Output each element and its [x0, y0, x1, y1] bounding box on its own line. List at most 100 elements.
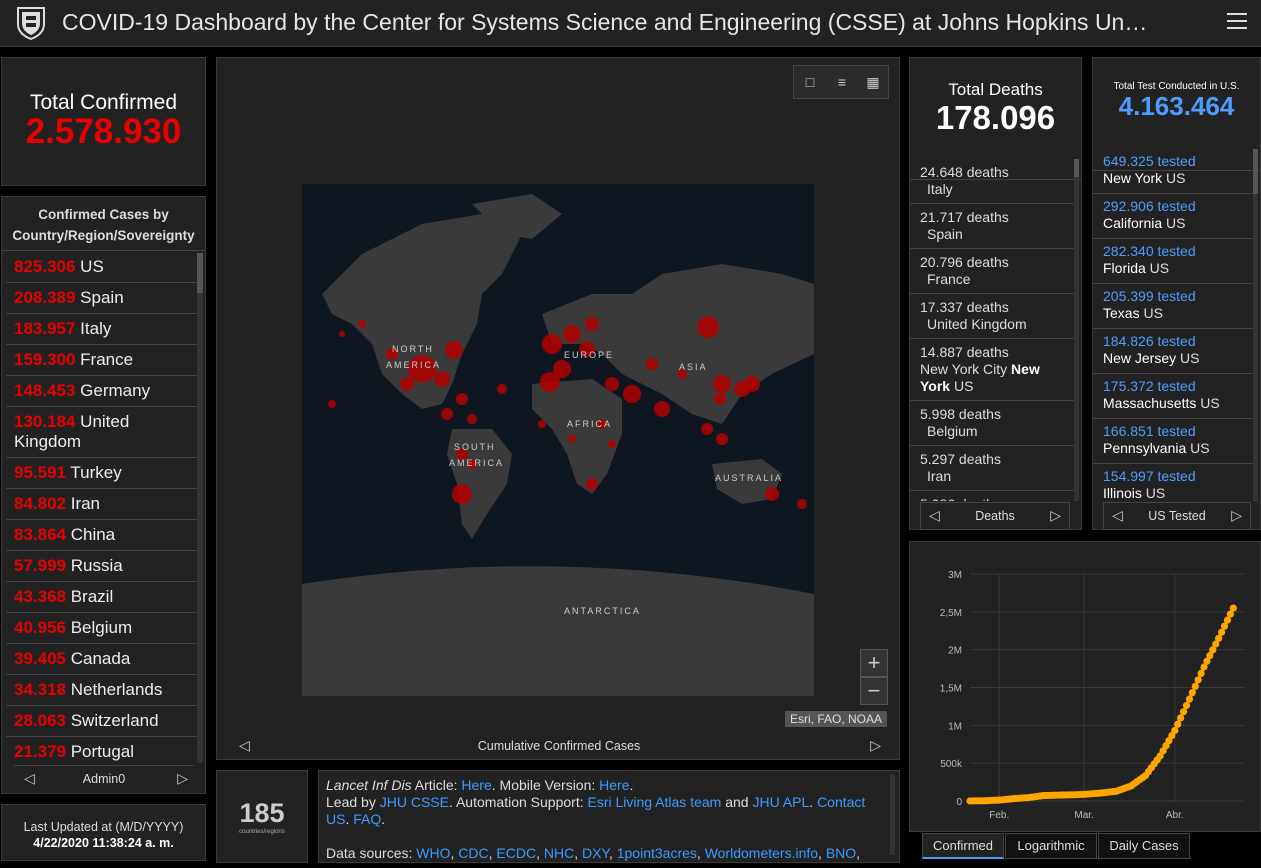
data-source-link[interactable]: Worldometers.info — [704, 845, 819, 861]
faq-link[interactable]: FAQ — [353, 811, 382, 827]
tests-state: Illinois US — [1103, 485, 1166, 501]
tests-list[interactable]: 649.325 tested New York US 292.906 tested C… — [1093, 149, 1253, 501]
chevron-right-icon[interactable]: ▷ — [1050, 507, 1061, 523]
data-source-link[interactable]: DXY — [581, 845, 609, 861]
chevron-right-icon[interactable]: ▷ — [1231, 507, 1242, 523]
tests-row[interactable]: 175.372 tested Massachusetts US — [1093, 374, 1253, 419]
map-label-north-america: AMERICA — [386, 360, 441, 370]
country-list-nav: ◁ Admin0 ▷ — [14, 765, 194, 791]
mobile-version-link[interactable]: Here — [599, 777, 630, 793]
data-source-link[interactable]: ECDC — [496, 845, 537, 861]
country-row[interactable]: 39.405 Canada — [6, 644, 200, 675]
article-link[interactable]: Here — [461, 777, 492, 793]
info-scrollbar[interactable] — [890, 775, 895, 855]
tests-scrollbar[interactable] — [1253, 149, 1258, 501]
country-confirmed-count: 28.063 — [14, 711, 66, 730]
contact-us-link[interactable]: Contact US — [326, 794, 866, 827]
confirmed-data-point — [1182, 701, 1191, 710]
deaths-row[interactable]: 20.796 deaths France — [910, 249, 1074, 294]
chart-tab-daily-cases[interactable]: Daily Cases — [1098, 833, 1190, 859]
tests-row[interactable]: 154.997 tested Illinois US — [1093, 464, 1253, 501]
deaths-row[interactable]: 5.086 deaths — [910, 491, 1074, 501]
tests-row[interactable]: 292.906 tested California US — [1093, 194, 1253, 239]
deaths-row[interactable]: 21.717 deaths Spain — [910, 204, 1074, 249]
confirmed-data-point — [1171, 726, 1179, 735]
deaths-list[interactable]: 24.648 deaths Italy 21.717 deaths Spain 20.7… — [910, 159, 1074, 501]
country-row[interactable]: 148.453 Germany — [6, 376, 200, 407]
country-row[interactable]: 159.300 France — [6, 345, 200, 376]
confirmed-data-point — [1177, 714, 1185, 722]
country-confirmed-count: 208.389 — [14, 288, 76, 307]
map-layer-nav: ◁ Cumulative Confirmed Cases ▷ — [229, 733, 889, 757]
country-name: Turkey — [66, 463, 122, 482]
country-row[interactable]: 95.591 Turkey — [6, 458, 200, 489]
jhu-apl-link[interactable]: JHU APL — [752, 794, 810, 810]
world-map[interactable]: NORTH AMERICA EUROPE ASIA AFRICA SOUTH A… — [302, 184, 814, 696]
country-row[interactable]: 83.864 China — [6, 520, 200, 551]
country-list-scrollbar[interactable] — [197, 253, 203, 763]
data-source-link[interactable]: 1point3acres — [616, 845, 697, 861]
data-source-link[interactable]: CDC — [458, 845, 489, 861]
country-row[interactable]: 43.368 Brazil — [6, 582, 200, 613]
zoom-out-button[interactable]: − — [860, 677, 888, 705]
deaths-nav: ◁ Deaths ▷ — [920, 502, 1070, 530]
deaths-scrollbar[interactable] — [1074, 159, 1079, 501]
deaths-count: 24.648 deaths — [920, 164, 1009, 180]
tests-row[interactable]: 166.851 tested Pennsylvania US — [1093, 419, 1253, 464]
tests-row[interactable]: 282.340 tested Florida US — [1093, 239, 1253, 284]
hamburger-menu-icon[interactable] — [1227, 13, 1247, 33]
confirmed-line-chart: 0 500k 1M 1,5M 2M 2,5M 3M Feb. Mar. Abr. — [940, 570, 1245, 821]
chevron-left-icon[interactable]: ◁ — [929, 507, 940, 523]
deaths-row[interactable]: 5.998 deaths Belgium — [910, 401, 1074, 446]
confirmed-chart-panel: 0 500k 1M 1,5M 2M 2,5M 3M Feb. Mar. Abr. — [909, 541, 1261, 832]
zoom-in-button[interactable]: + — [860, 649, 888, 677]
deaths-row[interactable]: 17.337 deaths United Kingdom — [910, 294, 1074, 339]
chart-tab-logarithmic[interactable]: Logarithmic — [1005, 833, 1097, 859]
country-confirmed-count: 95.591 — [14, 463, 66, 482]
country-row[interactable]: 57.999 Russia — [6, 551, 200, 582]
chevron-left-icon[interactable]: ◁ — [239, 737, 250, 753]
basemap-gallery-icon[interactable]: ▦ — [866, 74, 880, 90]
tests-row[interactable]: 184.826 tested New Jersey US — [1093, 329, 1253, 374]
country-row[interactable]: 183.957 Italy — [6, 314, 200, 345]
esri-living-atlas-link[interactable]: Esri Living Atlas team — [587, 794, 722, 810]
tests-count: 649.325 tested — [1103, 153, 1196, 169]
chevron-left-icon[interactable]: ◁ — [1112, 507, 1123, 523]
country-confirmed-count: 34.318 — [14, 680, 66, 699]
deaths-row[interactable]: 14.887 deaths New York City New York US — [910, 339, 1074, 401]
chart-tab-confirmed[interactable]: Confirmed — [922, 833, 1004, 859]
deaths-row[interactable]: 24.648 deaths Italy — [910, 159, 1074, 204]
chevron-right-icon[interactable]: ▷ — [177, 770, 188, 786]
bookmark-icon[interactable]: □ — [805, 74, 815, 90]
country-confirmed-count: 183.957 — [14, 319, 76, 338]
deaths-place: Belgium — [927, 423, 978, 439]
country-row[interactable]: 130.184 United Kingdom — [6, 407, 200, 458]
country-row[interactable]: 40.956 Belgium — [6, 613, 200, 644]
country-row[interactable]: 825.306 US — [6, 252, 200, 283]
data-source-link[interactable]: BNO — [825, 845, 857, 861]
country-row[interactable]: 34.318 Netherlands — [6, 675, 200, 706]
tests-count: 184.826 tested — [1103, 333, 1196, 349]
country-row[interactable]: 208.389 Spain — [6, 283, 200, 314]
confirmed-data-point — [1206, 651, 1214, 660]
country-confirmed-count: 159.300 — [14, 350, 76, 369]
country-row[interactable]: 84.802 Iran — [6, 489, 200, 520]
map-label-africa: AFRICA — [567, 419, 612, 429]
data-source-link[interactable]: NHC — [543, 845, 575, 861]
confirmed-data-point — [1229, 604, 1237, 612]
map-label-europe: EUROPE — [564, 350, 614, 360]
chevron-right-icon[interactable]: ▷ — [870, 737, 881, 753]
tests-row[interactable]: 205.399 tested Texas US — [1093, 284, 1253, 329]
deaths-row[interactable]: 5.297 deaths Iran — [910, 446, 1074, 491]
country-row[interactable]: 21.379 Portugal — [6, 737, 200, 762]
data-source-link[interactable]: WHO — [416, 845, 451, 861]
tests-nav-label: US Tested — [1148, 509, 1206, 523]
jhu-csse-link[interactable]: JHU CSSE — [379, 794, 449, 810]
tests-row[interactable]: 649.325 tested New York US — [1093, 149, 1253, 194]
country-row[interactable]: 28.063 Switzerland — [6, 706, 200, 737]
north-america-shape — [322, 214, 522, 409]
legend-list-icon[interactable]: ≡ — [837, 74, 847, 90]
tests-state: Texas US — [1103, 305, 1163, 321]
country-list[interactable]: 825.306 US 208.389 Spain 183.957 Italy 159.… — [6, 252, 200, 762]
chevron-left-icon[interactable]: ◁ — [24, 770, 35, 786]
